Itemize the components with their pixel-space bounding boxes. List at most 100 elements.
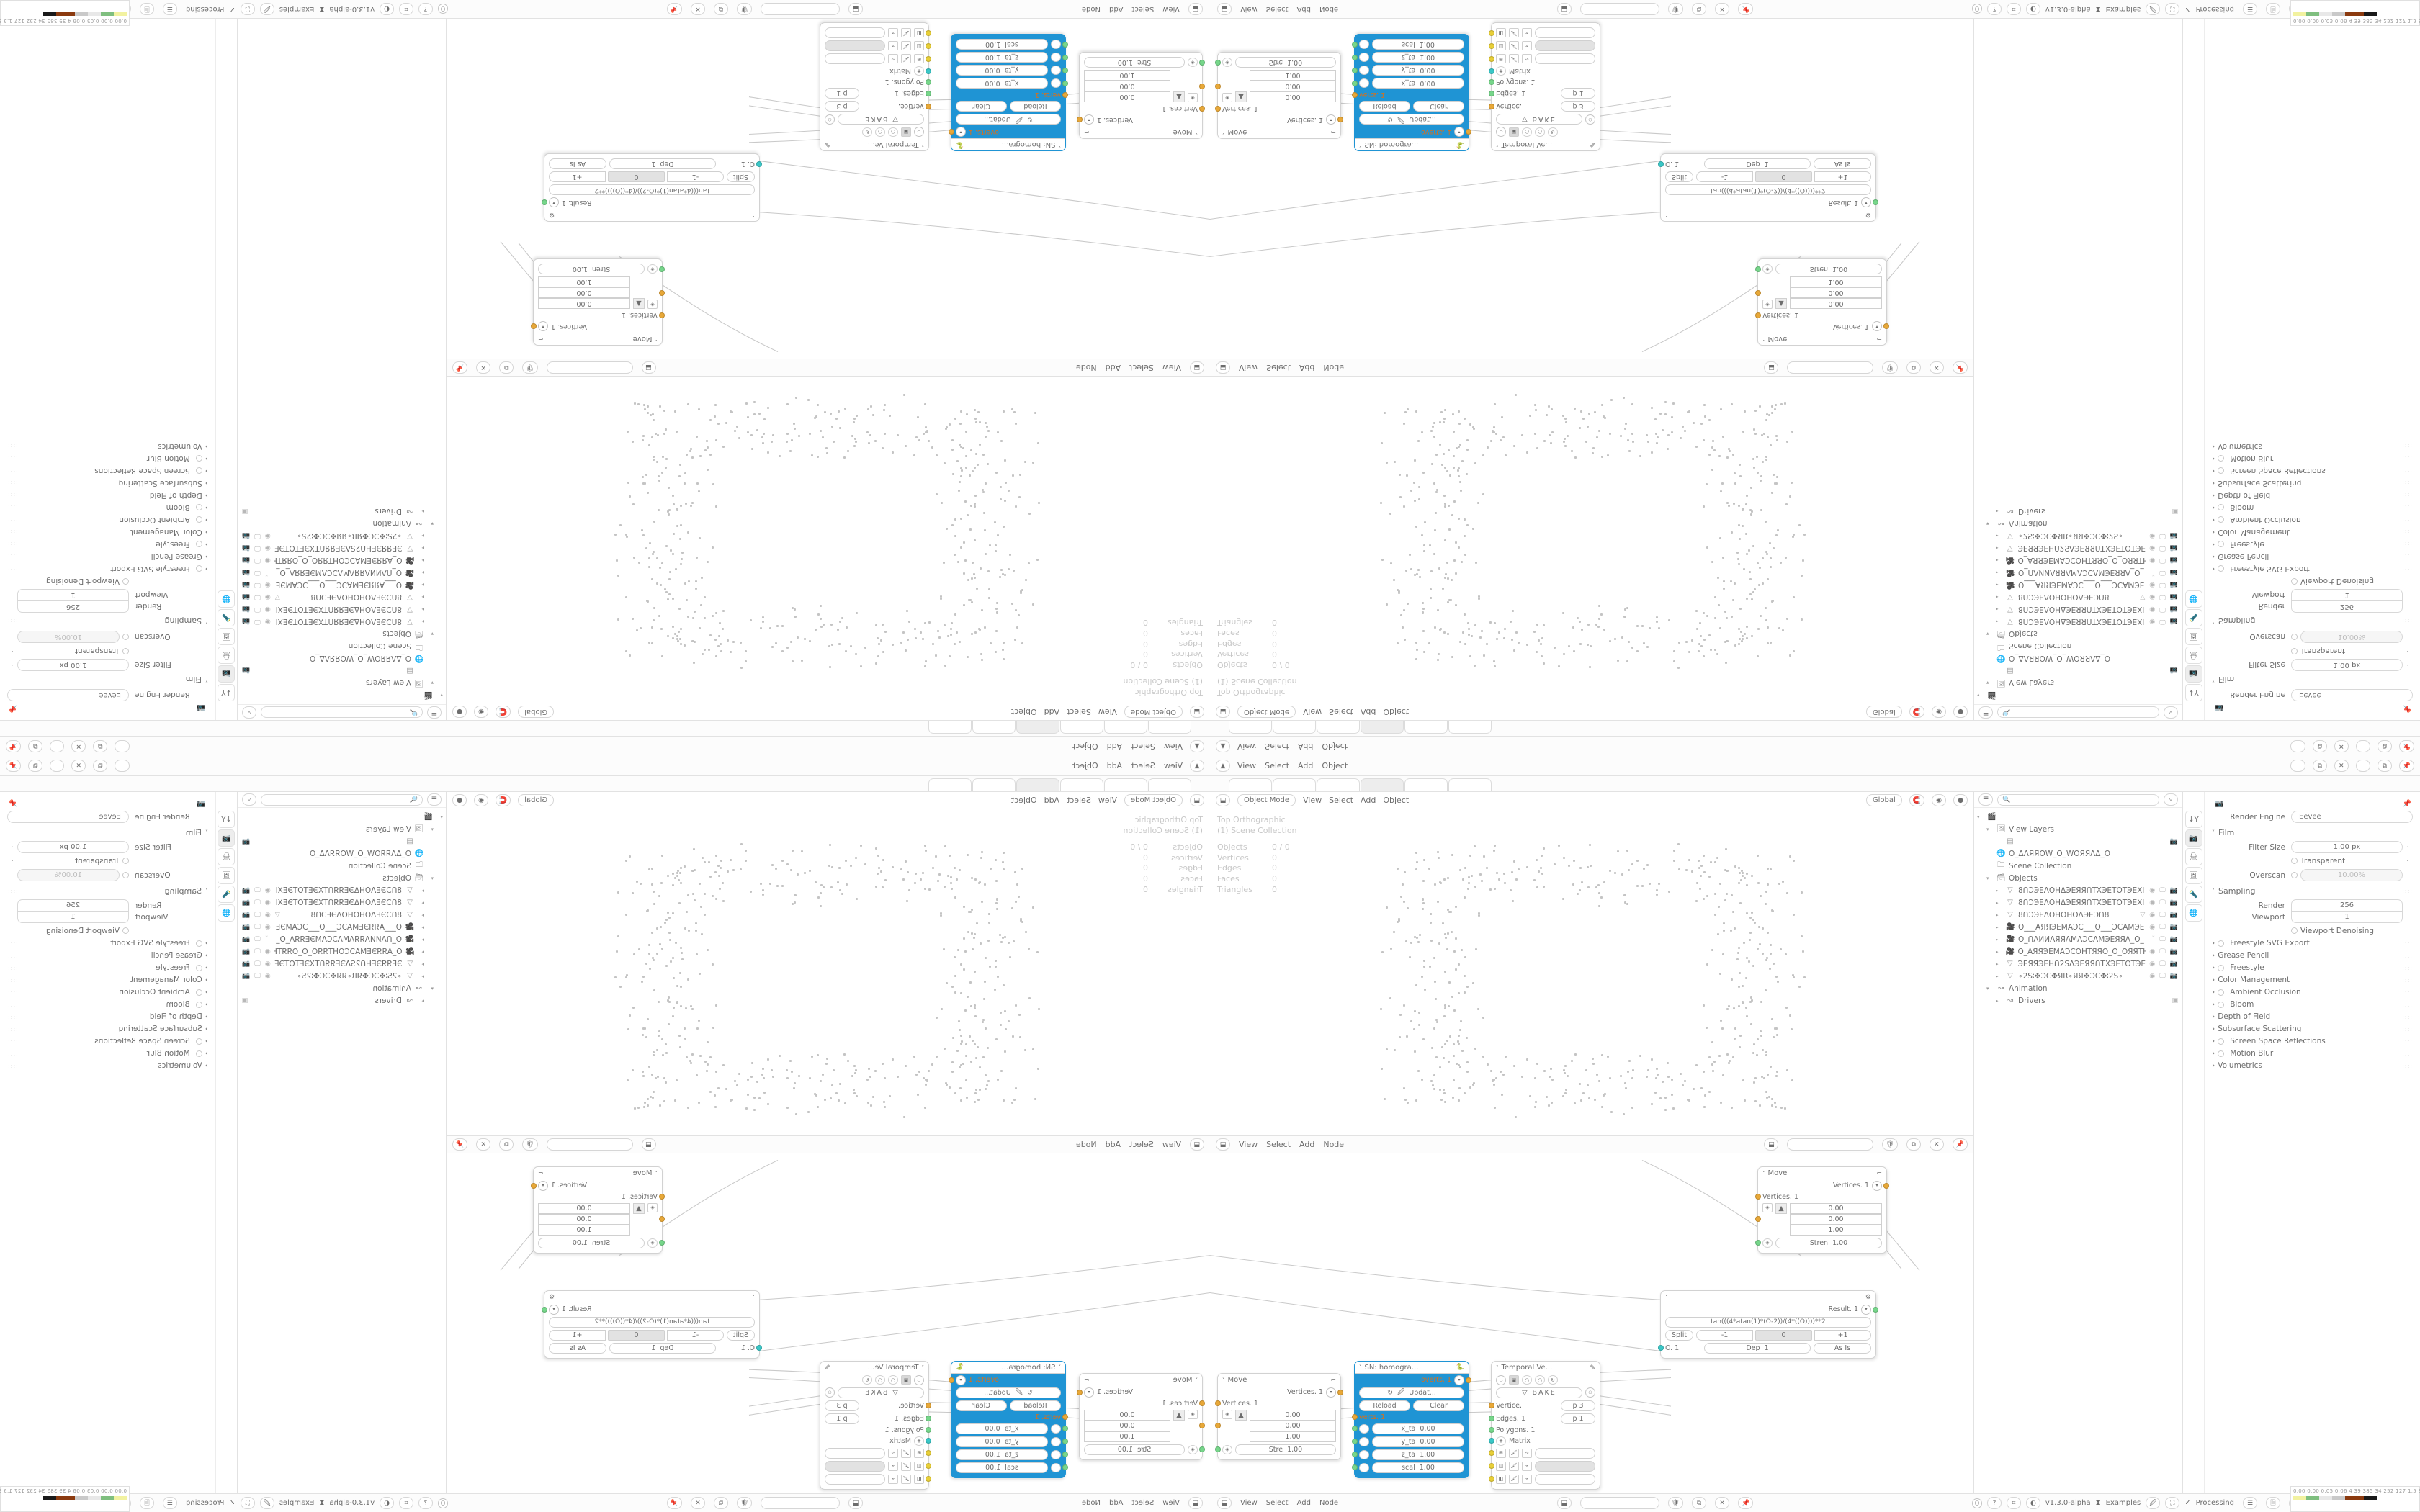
screen-icon[interactable]: 🖵 (254, 960, 261, 968)
chevron-right-icon[interactable]: › (205, 976, 208, 984)
properties-tab-world[interactable]: 🌐 (218, 904, 236, 922)
wrap-plus-one[interactable]: +1 (1814, 171, 1871, 183)
curve-icon[interactable]: ∿ (1522, 54, 1532, 64)
properties-collapsed-section[interactable]: › Ambient Occlusion:::: (2212, 988, 2413, 996)
drag-handle[interactable]: :::: (2402, 676, 2413, 683)
matrix-value-2[interactable]: 1.00 (1790, 1224, 1882, 1236)
disclosure-triangle-icon[interactable]: ▸ (421, 594, 424, 600)
chevron-down-icon[interactable]: ˅ (655, 1170, 658, 1176)
socket-verts-in[interactable] (1352, 92, 1358, 98)
socket-scal-in[interactable] (1352, 42, 1358, 48)
topbar-menu-1[interactable]: Select (1265, 742, 1290, 751)
chevron-right-icon[interactable]: › (205, 963, 208, 972)
socket-material-in[interactable] (1489, 43, 1494, 49)
chevron-down-icon[interactable]: ˅ (1359, 142, 1362, 148)
workspace-tab-0[interactable] (1148, 721, 1191, 734)
unlink-nodetree-icon[interactable]: ✕ (1929, 361, 1944, 374)
chevron-down-icon[interactable]: ˅ (1762, 336, 1765, 342)
node-temporal-viewer[interactable]: ˅ Temporal Ve... ✎ ◡ ▣ ○ ○ ↻ ▽ BAKE ⚇ (1489, 1361, 1600, 1490)
brush-icon[interactable]: 🖌 (901, 28, 911, 38)
param-y-ta[interactable]: y_ta 0.00 (956, 65, 1048, 76)
animate-icon[interactable]: ◈ (1359, 66, 1369, 76)
display-mode-icon[interactable]: ☰ (427, 793, 442, 806)
nodetree-field[interactable] (1579, 1497, 1659, 1509)
transform-orientation[interactable]: Global (1865, 706, 1902, 718)
blender-logo-icon[interactable]: ▲ (1190, 740, 1204, 752)
pin-icon[interactable]: 📌 (2398, 740, 2414, 752)
pin-icon[interactable]: 📌 (452, 1138, 468, 1151)
section-enable-checkbox[interactable] (195, 455, 202, 462)
socket-material-in[interactable] (926, 1463, 931, 1469)
node-header[interactable]: ˅ Move ⌐ (1218, 126, 1340, 138)
editor-type-icon[interactable]: ⬓ (1188, 1497, 1203, 1509)
editor-type-icon[interactable]: ⬓ (1216, 361, 1230, 374)
filter-icon[interactable]: ▿ (242, 706, 256, 719)
outliner-row[interactable]: 🗀 Scene Collection (1974, 640, 2182, 652)
editor-type-icon[interactable]: ⬓ (1217, 1497, 1232, 1509)
animate-icon[interactable]: ◈ (1762, 264, 1773, 274)
outliner-row[interactable]: 🌐 O_ΔΛЯЯOW_O_WOЯЯΛΔ_O (1974, 847, 2182, 860)
eye-icon[interactable]: ◉ (2149, 593, 2156, 601)
socket-matrix-in[interactable] (659, 290, 665, 296)
disclosure-triangle-icon[interactable]: ▸ (1996, 887, 1999, 894)
mode-dropdown[interactable]: As Is (1814, 158, 1871, 170)
properties-collapsed-section[interactable]: › Volumetrics:::: (2212, 1061, 2413, 1070)
chevron-down-icon[interactable]: ▾ (1454, 1374, 1464, 1385)
spray-icon[interactable]: ⌁ (1522, 1461, 1532, 1471)
script-update-field[interactable]: ↻ 🖉 Updat... (1359, 1387, 1464, 1398)
strength-field[interactable]: Stre 1.00 (1235, 57, 1336, 68)
chevron-right-icon[interactable]: › (205, 516, 208, 524)
sverchok-help-icon[interactable]: ? (1986, 1497, 2002, 1509)
disclosure-triangle-icon[interactable]: ▸ (1996, 997, 1999, 1004)
socket-vertices-out[interactable] (1077, 1389, 1083, 1395)
socket-material-in[interactable] (1489, 56, 1494, 62)
socket-matrix-in[interactable] (1489, 1438, 1494, 1444)
sampling-viewport-field[interactable]: 1 (2291, 589, 2403, 601)
overscan-field[interactable]: 10.00% (2300, 869, 2403, 881)
camera-icon[interactable]: 📷 (242, 911, 251, 919)
section-enable-checkbox[interactable] (2218, 455, 2225, 462)
node-header[interactable]: ˅ Move ⌐ (1218, 1374, 1340, 1386)
chevron-right-icon[interactable]: › (205, 1012, 208, 1021)
drag-handle[interactable]: :::: (7, 480, 18, 487)
circle-icon[interactable]: ○ (1522, 127, 1532, 137)
properties-collapsed-section[interactable]: › Depth of Field:::: (2212, 491, 2413, 500)
properties-collapsed-section[interactable]: › Bloom:::: (2212, 1000, 2413, 1009)
render-engine-dropdown[interactable]: Eevee (7, 811, 129, 823)
param-z-ta[interactable]: z_ta 1.00 (956, 1449, 1048, 1460)
animate-icon[interactable]: ◈ (1188, 93, 1198, 103)
nodetree-name-field[interactable] (546, 1138, 633, 1151)
disclosure-triangle-icon[interactable]: ▸ (421, 618, 424, 625)
eye-icon[interactable]: ◉ (264, 923, 271, 931)
chevron-down-icon[interactable]: ˅ (264, 569, 269, 577)
outliner-row[interactable]: ▸ ↝ Drivers ▣ (238, 505, 446, 518)
display-mode-icon[interactable]: ☰ (1978, 706, 1993, 719)
grid-icon[interactable]: ⊞ (914, 1448, 924, 1458)
object-mode-selector[interactable]: Object Mode (1124, 794, 1183, 806)
viewport-menu-1[interactable]: Select (1329, 796, 1354, 805)
eye-icon[interactable]: ◉ (2149, 557, 2156, 564)
socket-overts-out[interactable] (1466, 129, 1471, 135)
screen-icon[interactable]: 🖵 (2159, 960, 2166, 968)
properties-tab-world[interactable]: 🌐 (2184, 590, 2202, 608)
workspace-tab-3[interactable] (1361, 721, 1404, 734)
socket-scal-in[interactable] (1352, 1464, 1358, 1470)
node-move-bottom[interactable]: ˅ Move ⌐ Vertices. 1 ▾ Vertices. 1 ◈ ▲ (1077, 1373, 1205, 1460)
object-mode-selector[interactable]: Object Mode (1237, 706, 1296, 718)
node-move-top[interactable]: ˅ Move ⌐ Vertices. 1 ▾ Vertices. 1 ◈ ▲ (1755, 1166, 1889, 1254)
chevron-down-icon[interactable]: ˅ (2212, 676, 2215, 683)
sverchok-help-icon[interactable]: ? (1986, 3, 2002, 15)
outliner-row[interactable]: ▸ 🎥 O_AЯЯЭEMAƆCOHTЯЯO_O_OЯЯTHƆ ◉ 🖵 📷 (238, 945, 446, 958)
outliner-search-input[interactable]: 🔍 (1997, 793, 2159, 806)
chevron-down-icon[interactable]: ▾ (1326, 114, 1336, 125)
matrix-value-0[interactable]: 0.00 (538, 1202, 630, 1214)
circle-icon[interactable]: ○ (875, 127, 885, 137)
socket-vertices-in[interactable] (1215, 106, 1221, 112)
animate-icon[interactable]: ◈ (1051, 1423, 1061, 1434)
action-icon[interactable]: ▣ (242, 996, 248, 1004)
strength-field[interactable]: Stren 1.00 (538, 264, 645, 275)
wrap-plus-one[interactable]: +1 (549, 1329, 606, 1341)
disclosure-triangle-icon[interactable]: ▾ (1986, 680, 1989, 686)
chevron-down-icon[interactable]: ▾ (1326, 1387, 1336, 1398)
socket-material-in[interactable] (926, 1450, 931, 1456)
